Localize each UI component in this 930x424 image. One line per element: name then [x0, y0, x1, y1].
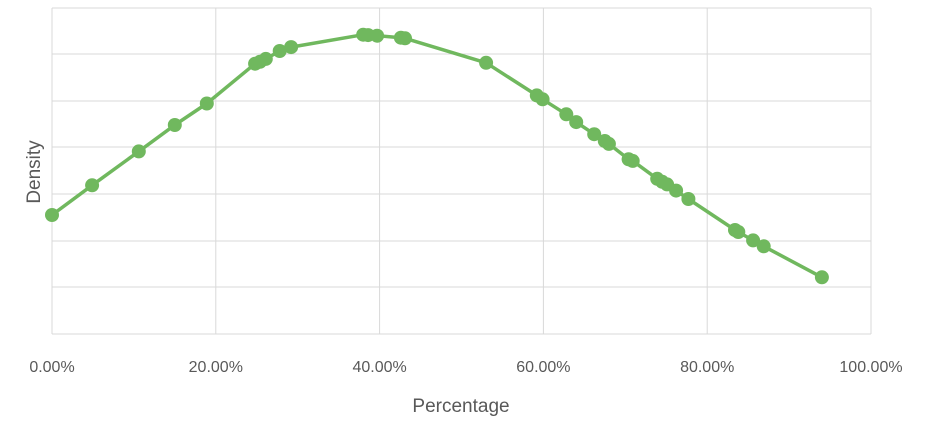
y-axis-title: Density — [24, 140, 45, 204]
x-tick-label: 20.00% — [189, 359, 243, 376]
data-point — [45, 208, 59, 222]
x-tick-labels: 0.00% 20.00% 40.00% 60.00% 80.00% 100.00% — [29, 359, 902, 376]
x-tick-label: 0.00% — [29, 359, 74, 376]
x-tick-label: 80.00% — [680, 359, 734, 376]
data-point — [258, 51, 273, 66]
data-point — [587, 127, 602, 142]
data-point — [746, 233, 761, 248]
data-point — [569, 115, 584, 130]
data-point — [398, 31, 412, 46]
data-point — [272, 44, 287, 58]
x-tick-label: 40.00% — [352, 359, 406, 376]
data-point — [601, 136, 616, 151]
data-point — [535, 92, 550, 107]
data-point — [559, 107, 574, 122]
data-point — [756, 239, 771, 254]
data-point — [370, 28, 385, 43]
data-point — [479, 55, 494, 70]
data-point — [284, 40, 299, 55]
x-tick-label: 100.00% — [839, 359, 902, 376]
density-series — [45, 27, 829, 285]
x-axis-title: Percentage — [412, 396, 509, 417]
x-tick-label: 60.00% — [516, 359, 570, 376]
data-point — [131, 144, 146, 159]
data-point — [681, 192, 696, 206]
data-point — [814, 270, 829, 285]
data-point — [199, 96, 214, 111]
data-point — [167, 118, 182, 132]
data-point — [625, 153, 640, 168]
data-point — [731, 225, 746, 239]
data-point — [85, 178, 100, 193]
data-point — [669, 183, 684, 198]
